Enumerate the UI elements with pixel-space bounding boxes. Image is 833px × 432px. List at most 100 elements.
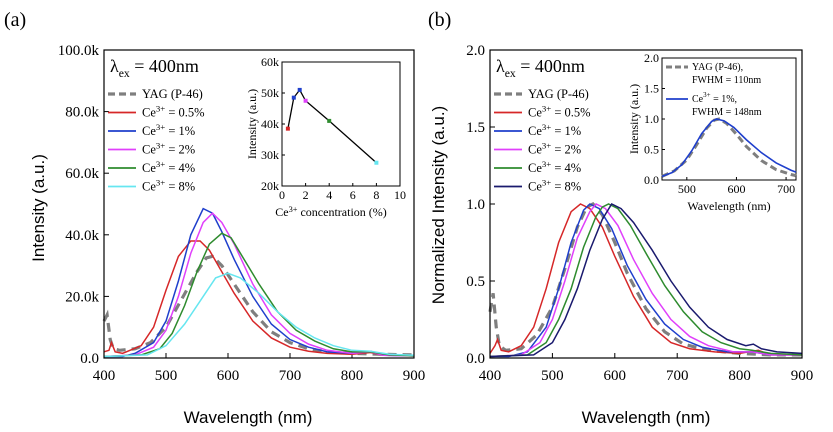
inset-x-tick-label: 6 <box>350 188 356 202</box>
inset-legend-fwhm: FWHM = 148nm <box>692 107 762 118</box>
y-tick-label: 0.0 <box>80 351 99 367</box>
panel-a-excitation-label: λex = 400nm <box>110 56 199 80</box>
series-line-3 <box>489 203 802 358</box>
series-line-5 <box>103 272 415 358</box>
inset-y-tick-label: 60k <box>261 55 279 69</box>
inset-marker <box>291 95 296 100</box>
panel-a-xlabel: Wavelength (nm) <box>184 408 313 427</box>
inset-legend-fwhm: FWHM = 110nm <box>692 75 761 86</box>
panel-b-xlabel: Wavelength (nm) <box>582 408 711 427</box>
series-line-2 <box>104 207 415 358</box>
inset-legend-entry: YAG (P-46), <box>692 62 743 73</box>
inset-x-tick-label: 8 <box>373 188 379 202</box>
legend-entry: Ce3+ = 8% <box>528 178 581 194</box>
panel-b-ylabel: Normalized Intensity (a.u.) <box>429 106 448 304</box>
legend-entry: Ce3+ = 4% <box>142 159 195 175</box>
panel-b-legend: YAG (P-46) Ce3+ = 0.5% Ce3+ = 1% Ce3+ = 2% C… <box>494 87 591 194</box>
legend-entry: Ce3+ = 8% <box>142 178 195 194</box>
x-tick-label: 400 <box>479 368 502 384</box>
series-line-1 <box>489 203 802 356</box>
y-tick-label: 60.0k <box>65 166 99 182</box>
x-tick-label: 400 <box>93 368 116 384</box>
panel-b-y-ticks: 0.0 0.5 1.0 1.5 2.0 <box>466 43 495 367</box>
panel-b-inset: 500 600 700 0.0 0.5 1.0 1.5 2.0 Wavelength (nm) I… <box>627 51 797 213</box>
inset-y-tick-label: 50k <box>261 86 279 100</box>
inset-marker <box>303 98 308 103</box>
inset-y-tick-label: 0.0 <box>644 173 659 187</box>
inset-x-tick-label: 500 <box>678 182 696 196</box>
series-line-1 <box>103 240 415 357</box>
inset-x-tick-label: 700 <box>777 182 795 196</box>
inset-y-label: Intensity (a.u.) <box>245 89 259 159</box>
panel-b-label: (b) <box>428 9 451 31</box>
inset-marker <box>374 160 379 165</box>
y-tick-label: 20.0k <box>65 289 99 305</box>
x-tick-label: 600 <box>217 368 240 384</box>
y-tick-label: 80.0k <box>65 105 99 121</box>
panel-a-label: (a) <box>4 9 26 31</box>
panel-b: (b) Wavelength (nm) Normalized Intensity… <box>428 9 813 427</box>
inset-legend-entry: Ce3+ = 1%, <box>692 91 737 105</box>
legend-entry: Ce3+ = 1% <box>142 122 195 138</box>
x-tick-label: 800 <box>728 368 751 384</box>
legend-entry: Ce3+ = 0.5% <box>528 104 591 120</box>
inset-x-label: Wavelength (nm) <box>687 199 770 213</box>
panel-b-series <box>488 202 803 358</box>
x-tick-label: 900 <box>403 368 426 384</box>
y-tick-label: 40.0k <box>65 228 99 244</box>
x-tick-label: 800 <box>341 368 364 384</box>
y-tick-label: 1.5 <box>466 120 485 136</box>
inset-x-tick-label: 4 <box>326 188 332 202</box>
inset-marker <box>285 126 290 131</box>
series-line-5 <box>489 203 803 358</box>
inset-x-label: Ce3+ concentration (%) <box>275 205 387 219</box>
excitation-text: λex = 400nm <box>496 56 585 80</box>
x-tick-label: 700 <box>666 368 689 384</box>
x-tick-label: 600 <box>604 368 627 384</box>
inset-series-line-0 <box>661 117 797 178</box>
legend-entry: YAG (P-46) <box>528 87 589 101</box>
inset-y-tick-label: 40k <box>261 117 279 131</box>
inset-line <box>287 88 377 164</box>
panel-b-x-ticks: 400 500 600 700 800 900 <box>479 353 814 384</box>
inset-frame <box>661 57 797 181</box>
panel-a-plot-frame <box>103 49 415 359</box>
inset-x-tick-label: 2 <box>303 188 309 202</box>
panel-a-y-ticks: 0.0 20.0k 40.0k 60.0k 80.0k 100.0k <box>58 43 109 367</box>
inset-y-tick-label: 20k <box>261 179 279 193</box>
excitation-text: λex = 400nm <box>110 56 199 80</box>
x-tick-label: 700 <box>279 368 302 384</box>
panel-a-legend: YAG (P-46) Ce3+ = 0.5% Ce3+ = 1% Ce3+ = 2% C… <box>108 87 205 194</box>
panel-a-series <box>102 207 415 358</box>
legend-entry: Ce3+ = 2% <box>528 141 581 157</box>
series-line-4 <box>489 203 803 358</box>
panel-b-plot-frame <box>489 49 803 359</box>
inset-x-tick-label: 600 <box>727 182 745 196</box>
inset-y-label: Intensity (a.u.) <box>627 84 641 154</box>
y-tick-label: 0.5 <box>466 274 485 290</box>
y-tick-label: 2.0 <box>466 43 485 59</box>
inset-series-line-1 <box>661 118 797 178</box>
inset-x-tick-label: 10 <box>394 188 406 202</box>
legend-entry: YAG (P-46) <box>142 87 203 101</box>
x-tick-label: 900 <box>791 368 814 384</box>
inset-marker <box>297 87 302 92</box>
inset-marker <box>327 118 332 123</box>
series-line-0 <box>488 202 802 357</box>
legend-entry: Ce3+ = 2% <box>142 141 195 157</box>
inset-y-tick-label: 0.5 <box>644 143 659 157</box>
x-tick-label: 500 <box>541 368 564 384</box>
panel-a: (a) Wavelength (nm) Intensity (a.u.) 400… <box>4 9 425 427</box>
series-line-4 <box>103 232 415 358</box>
inset-y-tick-label: 1.5 <box>644 82 659 96</box>
legend-entry: Ce3+ = 0.5% <box>142 104 205 120</box>
series-line-2 <box>490 203 802 358</box>
x-tick-label: 500 <box>155 368 178 384</box>
panel-a-inset: 0 2 4 6 8 10 20k 30k 40k 50k 60k Ce3+ concentration… <box>245 55 406 219</box>
inset-x-tick-label: 0 <box>279 188 285 202</box>
inset-frame <box>281 61 401 187</box>
inset-y-tick-label: 30k <box>261 148 279 162</box>
panel-b-excitation-label: λex = 400nm <box>496 56 585 80</box>
panel-a-x-ticks: 400 500 600 700 800 900 <box>93 353 426 384</box>
